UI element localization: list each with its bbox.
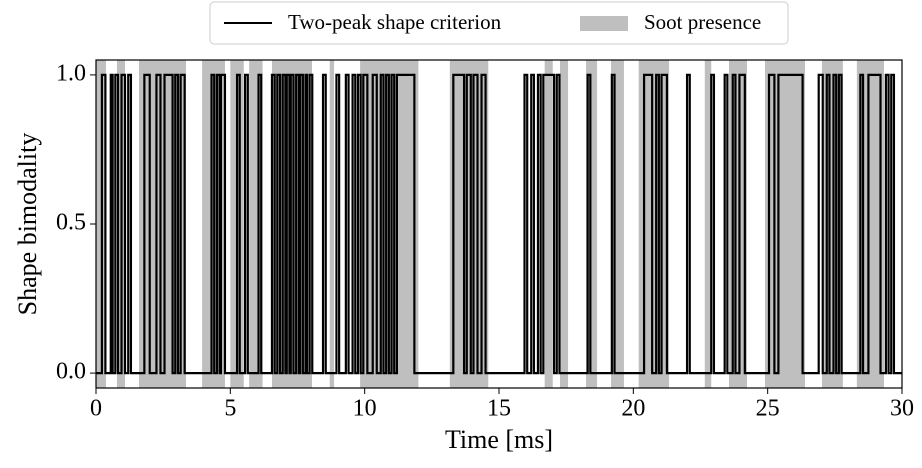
y-tick-label: 0.0 <box>56 359 86 385</box>
x-tick-label: 5 <box>224 396 236 422</box>
x-tick-label: 0 <box>90 396 102 422</box>
y-tick-label: 1.0 <box>56 60 86 86</box>
x-tick-label: 25 <box>756 396 780 422</box>
x-tick-label: 20 <box>621 396 645 422</box>
legend-label: Two-peak shape criterion <box>288 10 502 34</box>
x-axis-label: Time [ms] <box>445 425 553 454</box>
step-line <box>96 73 902 375</box>
x-tick-label: 15 <box>487 396 511 422</box>
x-tick-label: 10 <box>353 396 377 422</box>
soot-span <box>611 60 624 388</box>
y-tick-label: 0.5 <box>56 210 86 236</box>
legend-patch <box>580 16 628 31</box>
soot-span <box>764 60 806 388</box>
soot-span <box>704 60 712 388</box>
plot-area <box>96 60 902 388</box>
soot-span <box>329 60 335 388</box>
soot-span <box>544 60 553 388</box>
x-tick-label: 30 <box>890 396 914 422</box>
soot-span <box>559 60 569 388</box>
soot-span <box>586 60 598 388</box>
legend-label: Soot presence <box>644 10 761 34</box>
y-axis-label: Shape bimodality <box>13 133 42 316</box>
legend-box <box>209 1 789 45</box>
